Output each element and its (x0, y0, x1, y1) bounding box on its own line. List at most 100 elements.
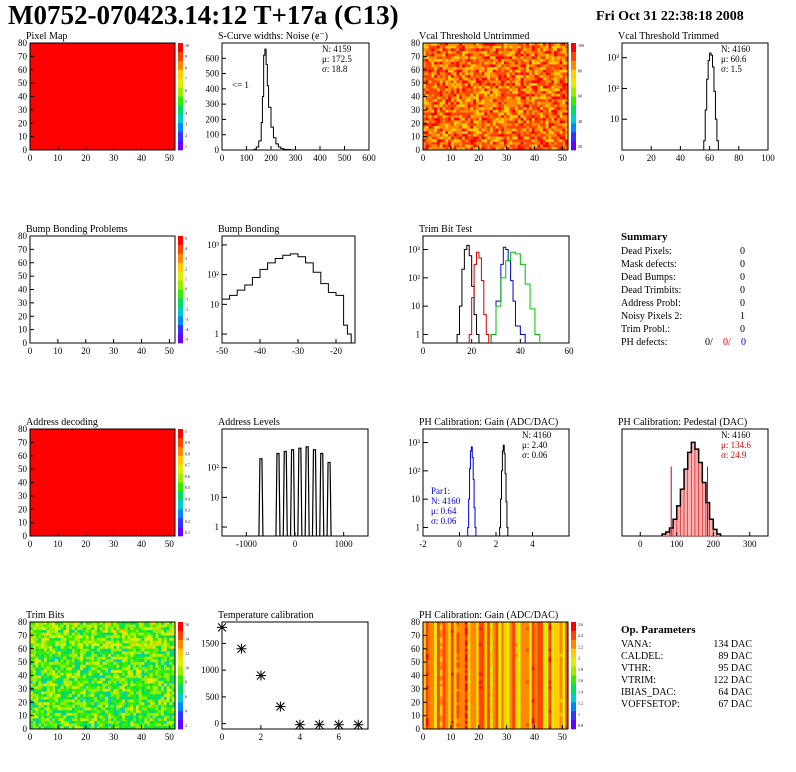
heatmap-cell (481, 61, 485, 65)
heatmap-cell (35, 640, 39, 644)
heatmap-cell (38, 672, 42, 676)
heatmap-cell (559, 123, 563, 127)
heatmap-cell (459, 93, 463, 97)
stats-line: μ: 2.40 (522, 440, 548, 450)
heatmap-cell (77, 678, 81, 682)
heatmap-cell (94, 622, 98, 625)
heatmap-cell (66, 712, 70, 716)
heatmap-cell (456, 88, 460, 92)
heatmap-cell (35, 686, 39, 690)
heatmap-cell (503, 77, 507, 81)
heatmap-cell (531, 622, 535, 625)
heatmap-cell (562, 131, 566, 135)
heatmap-cell (63, 723, 67, 727)
chart-title: Address Levels (218, 417, 280, 428)
heatmap-cell (135, 675, 140, 679)
heatmap-cell (55, 683, 59, 687)
heatmap-cell (172, 678, 176, 682)
heatmap-cell (152, 667, 156, 671)
heatmap-cell (484, 75, 488, 79)
heatmap-cell (545, 88, 549, 92)
heatmap-cell (82, 683, 87, 687)
heatmap-cell (133, 667, 137, 671)
heatmap-cell (127, 694, 131, 698)
heatmap-cell (155, 686, 159, 690)
heatmap-cell (166, 723, 170, 727)
heatmap-cell (169, 659, 173, 663)
heatmap-cell (492, 101, 496, 105)
heatmap-cell (551, 104, 555, 108)
heatmap-cell (113, 635, 117, 639)
heatmap-cell (498, 53, 502, 57)
heatmap-cell (77, 723, 81, 727)
heatmap-cell (501, 77, 505, 81)
heatmap-cell (484, 80, 488, 84)
page-date: Fri Oct 31 22:38:18 2008 (596, 9, 744, 24)
heatmap-cell (470, 91, 474, 95)
heatmap-cell (138, 686, 142, 690)
heatmap-cell (551, 77, 555, 81)
heatmap-cell (102, 726, 106, 730)
heatmap-cell (512, 96, 516, 100)
heatmap-cell (119, 638, 123, 642)
heatmap-cell (96, 712, 101, 716)
heatmap-cell (88, 648, 92, 652)
heatmap-cell (506, 85, 510, 89)
heatmap-cell (144, 664, 148, 668)
heatmap-cell (506, 128, 510, 132)
heatmap-cell (130, 680, 134, 684)
heatmap-cell (545, 109, 549, 113)
heatmap-cell (481, 59, 485, 63)
heatmap-cell (450, 139, 454, 143)
heatmap-cell (46, 691, 50, 695)
heatmap-cell (523, 96, 527, 100)
heatmap-cell (43, 664, 48, 668)
heatmap-cell (163, 720, 167, 724)
heatmap-cell (562, 61, 566, 65)
heatmap-cell (69, 696, 73, 700)
heatmap-cell (71, 662, 75, 666)
heatmap-cell (77, 670, 81, 674)
heatmap-cell (32, 718, 36, 722)
heatmap-cell (71, 654, 75, 658)
heatmap-cell (556, 99, 560, 103)
heatmap-cell (534, 101, 538, 105)
heatmap-cell (52, 643, 56, 647)
heatmap-cell (88, 627, 92, 631)
heatmap-cell (506, 632, 510, 636)
heatmap-cell (562, 107, 566, 111)
heatmap-cell (105, 715, 109, 719)
heatmap-cell (124, 699, 128, 703)
x-tick-label: 0 (638, 539, 643, 549)
heatmap-cell (423, 144, 427, 148)
heatmap-cell (434, 59, 438, 63)
heatmap-cell (503, 141, 507, 145)
heatmap-cell (562, 56, 566, 60)
heatmap-cell (55, 667, 59, 671)
heatmap-cell (542, 107, 546, 111)
heatmap-cell (91, 715, 95, 719)
heatmap-cell (425, 109, 429, 113)
heatmap-cell (503, 83, 507, 87)
heatmap-cell (506, 131, 510, 135)
heatmap-cell (526, 51, 530, 54)
heatmap-cell (450, 83, 454, 87)
heatmap-cell (442, 51, 446, 54)
heatmap-cell (464, 125, 468, 129)
heatmap-cell (487, 624, 491, 628)
heatmap-cell (434, 48, 438, 52)
heatmap-cell (462, 104, 466, 108)
heatmap-cell (556, 107, 560, 111)
heatmap-cell (113, 675, 117, 679)
heatmap-cell (138, 726, 142, 730)
heatmap-cell (498, 131, 502, 135)
heatmap-cell (434, 88, 438, 92)
heatmap-cell (489, 125, 494, 129)
heatmap-cell (119, 723, 123, 727)
heatmap-cell (565, 115, 569, 119)
heatmap-cell (108, 675, 112, 679)
heatmap-cell (562, 104, 566, 108)
heatmap-cell (169, 726, 173, 730)
heatmap-cell (163, 670, 167, 674)
heatmap-cell (124, 686, 128, 690)
